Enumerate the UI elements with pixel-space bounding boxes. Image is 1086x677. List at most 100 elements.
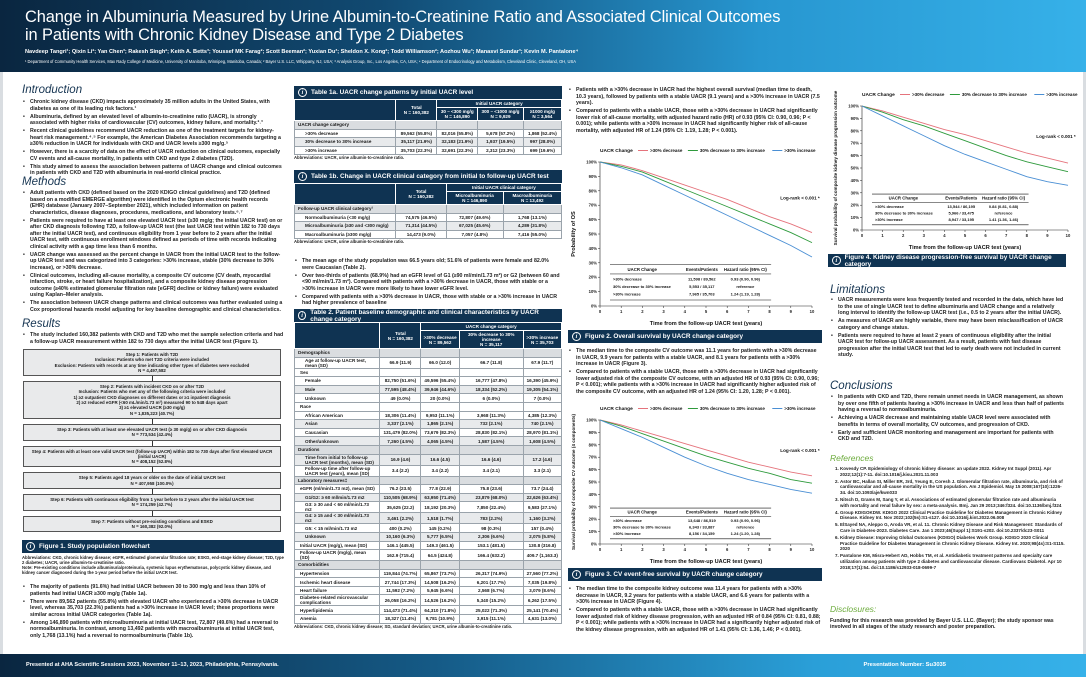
cell-value: 1,587 (4.5%) (458, 436, 524, 446)
bullet-item: As measures of UACR are highly variable,… (830, 318, 1065, 331)
row-label: Comorbidities (293, 560, 381, 570)
abbreviations-note: Abbreviations: CKD, chronic kidney disea… (22, 555, 284, 565)
cell-value: 1,518 (1.7%) (420, 512, 460, 525)
table-row: Follow-up time after follow-up UACR test… (293, 464, 563, 477)
table-row: eGFR (ml/min/1.73 m2), mean (SD) 76.2 (23… (293, 484, 563, 494)
legend-label: >30% increase (784, 406, 816, 411)
table-row: Unknown 10,160 (6.3%) 5,777 (6.5%) 2,306 (6… (293, 531, 563, 542)
y-tick-label: 40% (851, 178, 860, 183)
km-curve-stable (861, 105, 1069, 173)
cell-value: 26,317 (74.9%) (458, 568, 524, 579)
x-tick-label: 7 (1005, 233, 1008, 238)
info-icon: i (298, 88, 307, 97)
inset-table-header: UACR Change (889, 196, 919, 201)
cell-value: 64,310 (71.8%) (420, 605, 460, 616)
step-line: 1) ≥2 outpatient CKD diagnoses on differ… (73, 394, 231, 400)
cell-value: 130.8 (316.8) (522, 540, 563, 551)
y-tick-label: 30% (589, 260, 598, 265)
cell-value: 783 (2.2%) (458, 512, 524, 525)
y-tick-label: 60% (589, 217, 598, 222)
row-label: Durations (293, 444, 381, 455)
row-label: Initial UACR (mg/g), mean (SD) (293, 540, 381, 551)
bullet-item: Early and sufficient UACR monitoring and… (830, 430, 1065, 443)
table-row: Male 77,595 (48.4%) 39,946 (44.6%) 18,334 (… (293, 384, 563, 395)
y-tick-label: 80% (851, 128, 860, 133)
row-label: >30% decrease (293, 128, 397, 139)
table-row: Sex (293, 367, 563, 378)
title-line-2: in Patients with Chronic Kidney Disease … (25, 26, 464, 44)
column-n: N = 146,890 (462, 198, 488, 203)
cell-value: 2,075 (5.8%) (522, 531, 563, 542)
bullet-item: The study included 160,382 patients with… (22, 332, 284, 345)
reference-item: Pantalone KM, Misra-Hebert AD, Hobbs TM,… (840, 553, 1065, 570)
cell-value: 157 (0.4%) (522, 523, 563, 533)
cell-value: 166.4 (632.2) (458, 549, 524, 562)
cell-value: 71,314 (44.5%) (395, 221, 447, 231)
figure-3-cv-chart: UACR Change >30% decrease 30% decrease to … (571, 406, 820, 565)
x-tick-label: 6 (726, 309, 729, 314)
y-tick-label: 100% (586, 160, 597, 165)
row-label: Time from initial to follow-up UACR test… (293, 453, 381, 466)
x-axis-label: Time from the follow-up UACR test (years… (909, 245, 1022, 251)
cell-value: 18,192 (20.3%) (420, 501, 460, 514)
y-tick-label: 50% (589, 232, 598, 237)
info-icon: i (832, 256, 841, 265)
cell-value: 72,807 (49.6%) (445, 212, 504, 223)
inset-table-cell: 5,966 / 33,475 (948, 210, 974, 215)
row-label: Heart failure (293, 585, 381, 596)
conclusions-heading: Conclusions (830, 380, 893, 392)
inset-table-cell: 0.84 (0.81, 0.88) (989, 204, 1019, 209)
x-tick-label: 3 (662, 309, 665, 314)
cell-value: 149.3 (461.5) (420, 540, 460, 551)
row-label: Hyperlipidemia (293, 605, 381, 616)
flowchart-step: Step 2: Patients with incident CKD on or… (23, 381, 281, 424)
caption-text: Table 1a. UACR change patterns by initia… (311, 89, 474, 96)
cell-value (436, 120, 479, 130)
legend-title: UACR Change (862, 92, 895, 98)
figure-4-kidney-chart: UACR Change >30% decrease 30% decrease to … (833, 90, 1078, 251)
cell-value: 74,575 (46.5%) (395, 212, 447, 223)
bullet-item: Over two-thirds of patients (68.9%) had … (294, 273, 562, 293)
cv-results-list: The median time to the composite CV outc… (568, 348, 822, 397)
reference-item: Kidney Disease: Improving Global Outcome… (840, 535, 1065, 552)
step-line: Inclusion: Patients who met T2D criteria… (95, 357, 209, 363)
step-line: Exclusion: Patients with records at any … (54, 362, 250, 368)
inset-table-header: Hazard ratio (95% CI) (724, 510, 768, 515)
cell-value (379, 444, 422, 455)
cell-value: 27,744 (17.3%) (379, 577, 422, 587)
cell-value (395, 120, 438, 130)
header-column: Macroalbuminuria N = 13,492 (502, 191, 563, 205)
header-blank (293, 183, 397, 205)
x-tick-label: 7 (747, 547, 750, 552)
bullet-item: However, there is a scarcity of data on … (22, 149, 284, 162)
table-row: Microalbuminuria (≥30 and <300 mg/g) 71,3… (293, 221, 563, 231)
row-label: eGFR (ml/min/1.73 m2), mean (SD) (293, 484, 381, 494)
cell-value: 7,850 (22.4%) (458, 501, 524, 514)
bullet-item: Patients with a >30% decrease in UACR ha… (568, 87, 822, 107)
x-tick-label: 1 (620, 547, 623, 552)
x-tick-label: 10 (1066, 233, 1071, 238)
table-2-block: i Table 2. Patient baseline demographic a… (293, 309, 563, 629)
bullet-item: Adult patients with CKD (defined based o… (22, 190, 284, 216)
row-label: Female (293, 376, 381, 386)
y-tick-label: 20% (589, 517, 598, 522)
table-row: Time from initial to follow-up UACR test… (293, 453, 563, 466)
presentation-number: Presentation Number: Su3035 (863, 662, 946, 668)
info-icon: i (572, 570, 581, 579)
cell-value: 153.1 (481.5) (458, 540, 524, 551)
cell-value: 65,867 (73.7%) (420, 568, 460, 579)
row-label: Hypertension (293, 568, 381, 579)
cell-value: 6 (0.0%) (458, 393, 524, 403)
table-row: >30% increase 35,703 (22.3%) 32,691 (22.3%… (293, 145, 563, 156)
bullet-item: There were 89,562 patients (55.8%) with … (22, 599, 284, 619)
cell-value: 67.9 (11.7) (522, 356, 563, 369)
bullet-item: Patients were required to have at least … (830, 333, 1065, 359)
x-tick-label: 0 (599, 309, 602, 314)
cell-value: 20 (0.0%) (420, 393, 460, 403)
cell-value (379, 348, 422, 358)
step-line: N = 4,497,582 (138, 367, 166, 373)
references-heading: References (830, 453, 874, 463)
column-label: 30 – <300 mg/g (440, 109, 474, 114)
header-blank (293, 99, 397, 121)
bullet-item: Compared to patients with a stable UACR,… (568, 108, 822, 134)
